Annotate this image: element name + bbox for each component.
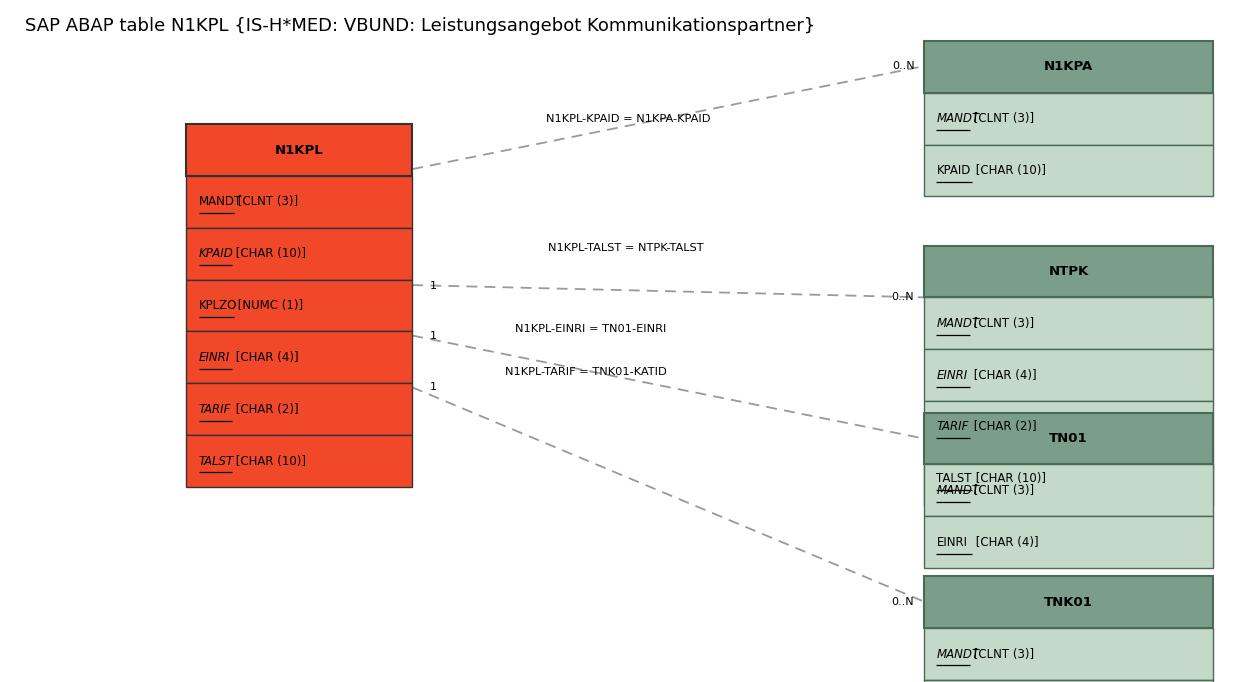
Text: TARIF: TARIF — [199, 402, 231, 416]
FancyBboxPatch shape — [924, 628, 1213, 680]
Text: 1: 1 — [430, 282, 437, 291]
Text: MANDT: MANDT — [936, 316, 979, 330]
FancyBboxPatch shape — [924, 401, 1213, 453]
FancyBboxPatch shape — [924, 297, 1213, 349]
Text: [CHAR (4)]: [CHAR (4)] — [970, 368, 1037, 382]
Text: 0..N: 0..N — [892, 61, 915, 71]
Text: [NUMC (1)]: [NUMC (1)] — [234, 299, 303, 312]
Text: 0..N: 0..N — [891, 293, 914, 302]
Text: [CLNT (3)]: [CLNT (3)] — [970, 316, 1035, 330]
FancyBboxPatch shape — [186, 228, 412, 280]
Text: N1KPA: N1KPA — [1043, 60, 1094, 74]
Text: [CHAR (4)]: [CHAR (4)] — [972, 535, 1038, 549]
FancyBboxPatch shape — [186, 383, 412, 435]
Text: [CLNT (3)]: [CLNT (3)] — [970, 112, 1035, 125]
Text: TARIF: TARIF — [936, 420, 969, 434]
Text: [CHAR (4)]: [CHAR (4)] — [233, 351, 299, 364]
FancyBboxPatch shape — [924, 464, 1213, 516]
Text: MANDT: MANDT — [936, 484, 979, 497]
Text: [CHAR (2)]: [CHAR (2)] — [970, 420, 1037, 434]
Text: [CHAR (2)]: [CHAR (2)] — [233, 402, 299, 416]
Text: NTPK: NTPK — [1048, 265, 1089, 278]
Text: N1KPL-TALST = NTPK-TALST: N1KPL-TALST = NTPK-TALST — [548, 243, 704, 252]
Text: TALST: TALST — [199, 454, 234, 468]
Text: TN01: TN01 — [1050, 432, 1087, 445]
FancyBboxPatch shape — [186, 176, 412, 228]
Text: 1: 1 — [430, 331, 437, 340]
Text: [CHAR (10)]: [CHAR (10)] — [233, 247, 307, 261]
FancyBboxPatch shape — [924, 516, 1213, 568]
Text: [CLNT (3)]: [CLNT (3)] — [970, 647, 1035, 661]
Text: [CHAR (10)]: [CHAR (10)] — [972, 472, 1046, 486]
FancyBboxPatch shape — [924, 413, 1213, 464]
Text: [CLNT (3)]: [CLNT (3)] — [234, 195, 298, 209]
FancyBboxPatch shape — [186, 124, 412, 176]
Text: [CLNT (3)]: [CLNT (3)] — [970, 484, 1035, 497]
Text: KPLZO: KPLZO — [199, 299, 238, 312]
FancyBboxPatch shape — [186, 280, 412, 331]
Text: N1KPL-EINRI = TN01-EINRI: N1KPL-EINRI = TN01-EINRI — [515, 324, 666, 333]
FancyBboxPatch shape — [924, 145, 1213, 196]
Text: KPAID: KPAID — [936, 164, 970, 177]
Text: 1: 1 — [430, 383, 437, 392]
FancyBboxPatch shape — [924, 576, 1213, 628]
Text: EINRI: EINRI — [936, 368, 968, 382]
FancyBboxPatch shape — [924, 349, 1213, 401]
FancyBboxPatch shape — [924, 680, 1213, 682]
Text: MANDT: MANDT — [199, 195, 241, 209]
Text: N1KPL: N1KPL — [275, 143, 323, 157]
Text: 0..N: 0..N — [891, 597, 914, 606]
FancyBboxPatch shape — [186, 435, 412, 487]
FancyBboxPatch shape — [186, 331, 412, 383]
Text: N1KPL-TARIF = TNK01-KATID: N1KPL-TARIF = TNK01-KATID — [505, 367, 666, 376]
FancyBboxPatch shape — [924, 93, 1213, 145]
Text: [CHAR (10)]: [CHAR (10)] — [972, 164, 1046, 177]
Text: [CHAR (10)]: [CHAR (10)] — [233, 454, 307, 468]
Text: EINRI: EINRI — [199, 351, 230, 364]
Text: TALST: TALST — [936, 472, 972, 486]
Text: EINRI: EINRI — [936, 535, 968, 549]
Text: MANDT: MANDT — [936, 647, 979, 661]
Text: KPAID: KPAID — [199, 247, 234, 261]
Text: N1KPL-KPAID = N1KPA-KPAID: N1KPL-KPAID = N1KPA-KPAID — [547, 115, 710, 124]
FancyBboxPatch shape — [924, 453, 1213, 505]
FancyBboxPatch shape — [924, 246, 1213, 297]
Text: TNK01: TNK01 — [1045, 595, 1092, 609]
Text: MANDT: MANDT — [936, 112, 979, 125]
Text: SAP ABAP table N1KPL {IS-H*MED: VBUND: Leistungsangebot Kommunikationspartner}: SAP ABAP table N1KPL {IS-H*MED: VBUND: L… — [25, 17, 816, 35]
FancyBboxPatch shape — [924, 41, 1213, 93]
